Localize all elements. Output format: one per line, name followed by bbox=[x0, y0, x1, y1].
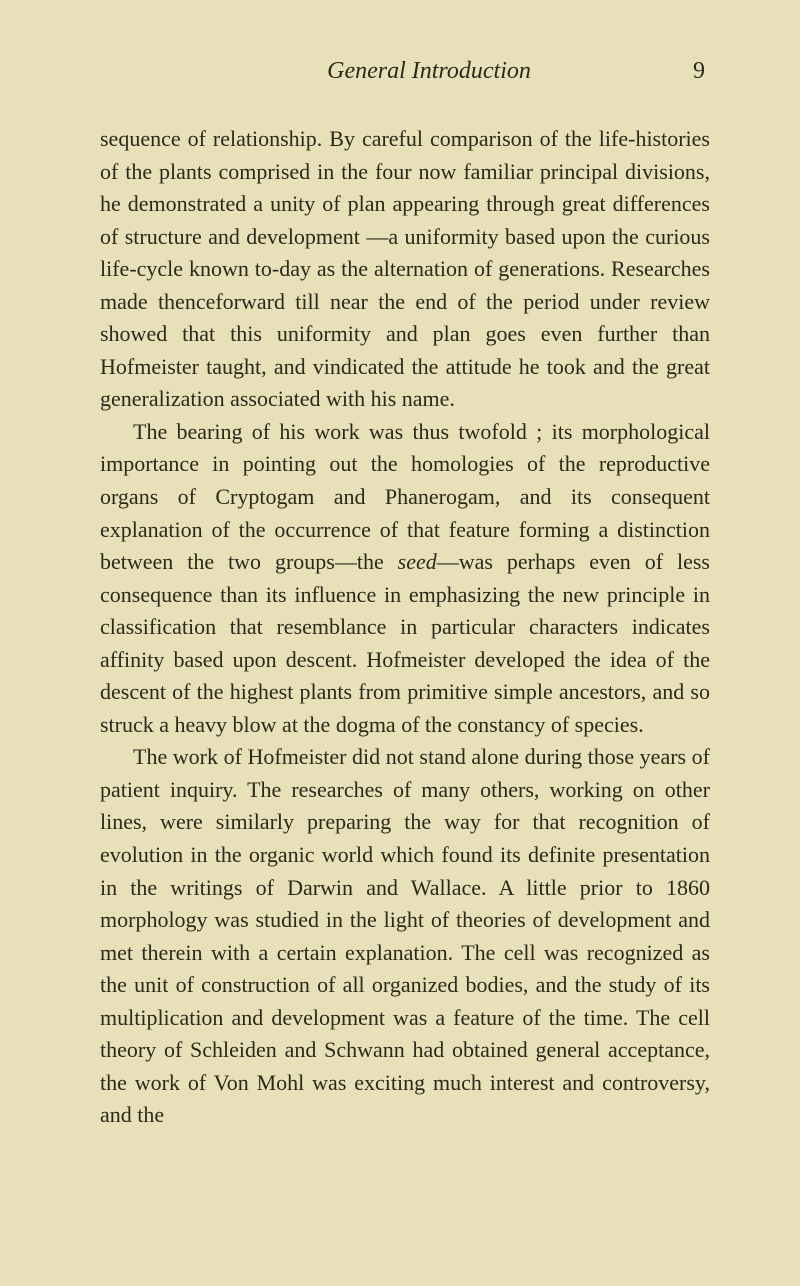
paragraph-2: The bearing of his work was thus twofold… bbox=[100, 416, 710, 741]
running-title: General Introduction bbox=[105, 58, 693, 85]
page-number: 9 bbox=[693, 58, 705, 85]
paragraph-1: sequence of relationship. By careful com… bbox=[100, 123, 710, 416]
page-header: General Introduction 9 bbox=[100, 58, 710, 85]
p2-text-after: —was perhaps even of less consequence th… bbox=[100, 549, 710, 737]
seed-italic: seed bbox=[398, 549, 437, 574]
paragraph-3: The work of Hofmeister did not stand alo… bbox=[100, 741, 710, 1132]
body-text: sequence of relationship. By careful com… bbox=[100, 123, 710, 1132]
